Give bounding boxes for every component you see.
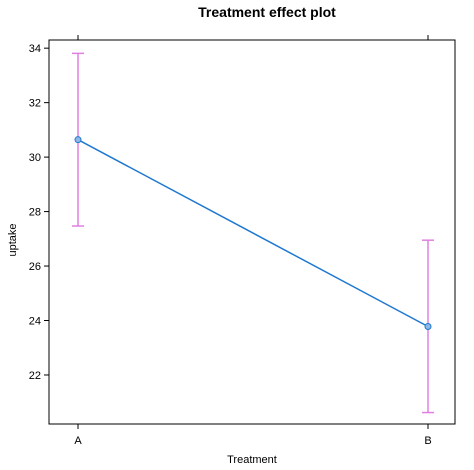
y-axis: 22 24 26 28 30 32 34 (29, 43, 49, 382)
y-axis-label: uptake (7, 223, 19, 256)
y-tick-label: 34 (29, 43, 41, 55)
y-tick-label: 22 (29, 370, 41, 382)
data-point (74, 136, 82, 144)
series-points (74, 136, 432, 331)
y-tick-label: 24 (29, 316, 41, 328)
y-tick-label: 32 (29, 98, 41, 110)
series-lines (77, 139, 429, 328)
data-point (424, 323, 432, 331)
x-tick-label: A (74, 435, 82, 447)
y-tick-label: 26 (29, 261, 41, 273)
y-tick-label: 30 (29, 152, 41, 164)
x-axis-label: Treatment (227, 454, 277, 466)
x-tick-label: B (424, 435, 431, 447)
chart-title: Treatment effect plot (198, 4, 336, 20)
series-line (77, 139, 429, 328)
plot-frame (48, 39, 456, 425)
y-tick-label: 28 (29, 207, 41, 219)
